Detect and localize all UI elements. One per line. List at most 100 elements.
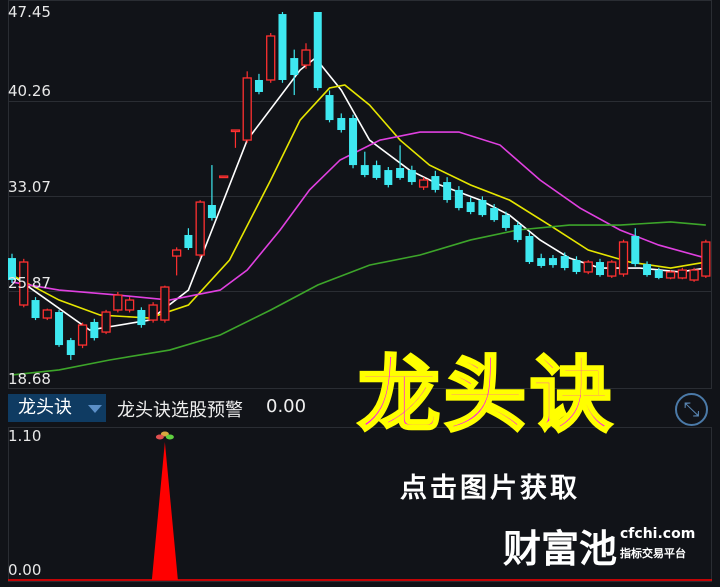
candle [643,261,652,277]
signal-marker-icon [160,431,169,437]
candle [113,292,123,313]
y-tick: 40.26 [8,82,51,100]
moving-average-line-1 [11,56,706,331]
candle-body [665,271,676,279]
candle [443,177,452,203]
candle-body [195,201,205,256]
candle-body [301,49,311,66]
candle-body [242,77,252,141]
candle-body [8,258,16,281]
candle-body [19,261,29,306]
candle-body [230,129,241,133]
candle-body [360,165,369,176]
candle [207,165,216,221]
candle-body [396,168,405,178]
candle [431,170,440,193]
candle-body [349,118,358,166]
candle-body [443,182,452,201]
y-tick: 18.68 [8,370,51,388]
logo: 财富池 [503,527,618,571]
candle-body [407,170,416,183]
candle-body [66,340,75,356]
candle-body [42,309,52,319]
candle [560,252,569,271]
candle [596,258,604,277]
sub-y-tick: 1.10 [8,427,42,445]
indicator-selector-label: 龙头诀 [18,397,72,418]
grid [8,0,712,582]
candle [77,322,88,349]
expand-arrows-icon[interactable]: ⤡ [675,393,708,426]
candle-body [654,270,663,278]
indicator-selector[interactable]: 龙头诀 [8,394,106,422]
candle-body [454,189,463,209]
promo-title[interactable]: 龙头诀 [356,347,617,445]
candle-body [313,12,322,89]
candle [242,71,252,143]
candle [478,196,487,217]
candle [396,145,405,180]
candle [665,270,676,280]
candle-body [548,258,557,266]
candle-body [90,321,99,339]
signal-marker-icon [165,434,174,440]
candle-body [124,299,135,311]
promo-cta[interactable]: 点击图片获取 [400,473,580,504]
candle-body [478,200,487,216]
candle-body [171,249,182,257]
candle [618,239,629,277]
candle [90,318,99,341]
candle [325,90,334,123]
candle [171,247,182,276]
candle-body [537,258,546,266]
candle-body [77,324,88,346]
candle [537,253,546,268]
candle-body [184,234,193,248]
candle-body [418,179,429,188]
candle [407,165,416,185]
candle-body [31,300,40,319]
candle-body [607,261,617,277]
triangle-down-icon [88,405,102,413]
candle [160,285,170,323]
candle-body [525,236,534,263]
candle [654,267,663,280]
candle [418,177,429,190]
candle [607,260,617,278]
candle-body [160,286,170,321]
candle [689,267,699,282]
candle-body [266,35,276,81]
moving-average-line-4 [11,221,706,376]
candle [266,33,276,83]
candle-body [560,256,569,269]
candle [8,253,16,284]
candle-body [490,208,499,221]
signal-spike [151,442,178,580]
candle-body [689,269,699,281]
candle-body [254,79,263,92]
candle [230,129,241,148]
candle-body [701,241,711,277]
candle [19,258,29,308]
candle-body [278,14,287,80]
candle-body [113,294,123,311]
candle [501,211,510,231]
candle-body [148,304,158,321]
candle-body [384,170,393,185]
candle [219,175,229,179]
candle [55,309,64,347]
y-tick: 33.07 [8,178,51,196]
candle [148,302,158,323]
candle [301,43,311,69]
candle [184,228,193,250]
candle-body [219,175,229,179]
candle-body [501,215,510,228]
candle [490,203,499,222]
candle [583,260,593,275]
candle [548,255,557,268]
candle [349,114,358,169]
candle [384,166,393,188]
candle [66,337,75,360]
y-tick: 25.87 [8,274,51,292]
